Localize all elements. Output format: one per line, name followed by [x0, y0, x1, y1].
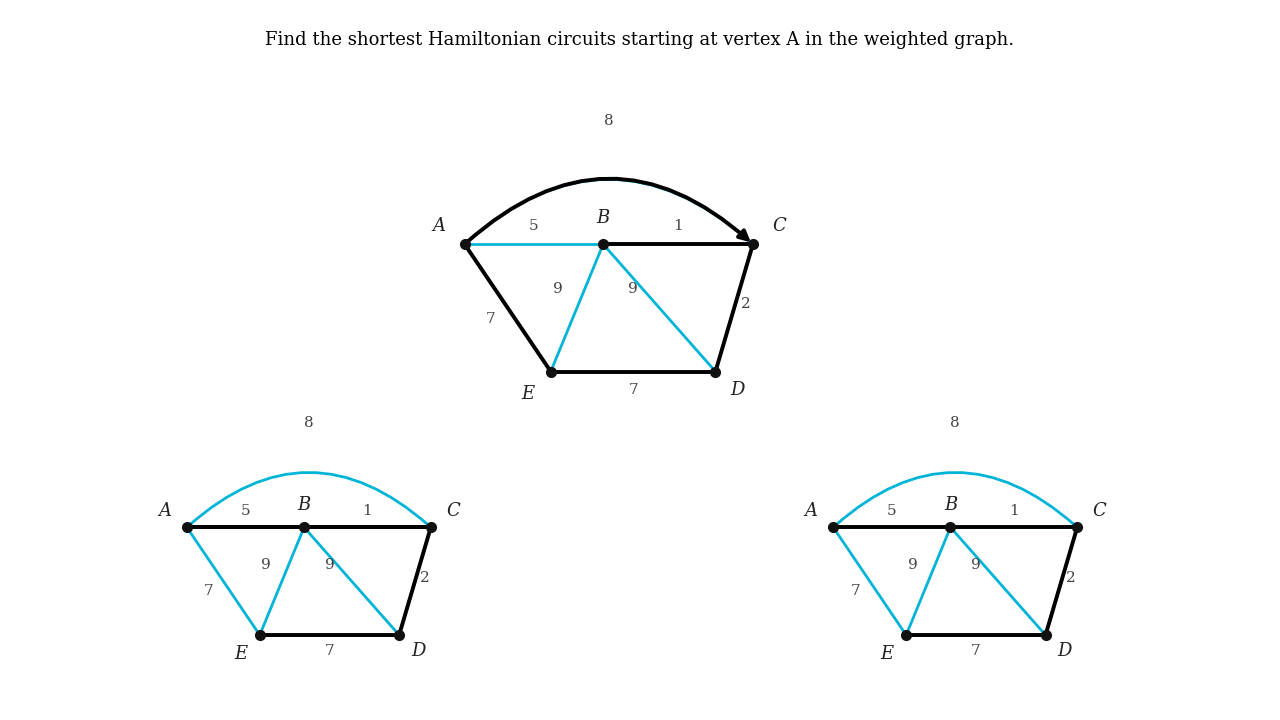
Text: C: C: [1093, 503, 1106, 521]
Text: 7: 7: [628, 383, 637, 397]
Text: 9: 9: [261, 558, 271, 572]
Text: C: C: [772, 217, 786, 235]
Text: 1: 1: [1009, 505, 1019, 518]
Text: 9: 9: [908, 558, 918, 572]
Text: B: B: [596, 209, 609, 227]
Text: 7: 7: [486, 312, 495, 326]
Text: 7: 7: [325, 644, 334, 658]
Text: A: A: [431, 217, 445, 235]
Text: D: D: [411, 642, 425, 660]
Text: B: B: [943, 496, 957, 514]
Text: 2: 2: [741, 297, 750, 311]
Text: E: E: [881, 645, 893, 663]
Text: D: D: [731, 382, 745, 399]
Text: 1: 1: [673, 218, 684, 233]
Text: 9: 9: [972, 558, 980, 572]
Text: A: A: [805, 503, 818, 521]
Text: E: E: [522, 385, 535, 403]
Text: 8: 8: [604, 114, 613, 127]
Text: 7: 7: [972, 644, 980, 658]
Text: Find the shortest Hamiltonian circuits starting at vertex A in the weighted grap: Find the shortest Hamiltonian circuits s…: [265, 30, 1015, 49]
Text: 5: 5: [529, 218, 539, 233]
Text: 2: 2: [1066, 571, 1075, 585]
Text: D: D: [1057, 642, 1071, 660]
Text: 1: 1: [362, 505, 372, 518]
Text: 5: 5: [887, 505, 897, 518]
Text: 9: 9: [553, 282, 563, 296]
Text: 7: 7: [851, 584, 860, 598]
Text: 8: 8: [951, 415, 960, 430]
Text: B: B: [297, 496, 311, 514]
Text: E: E: [234, 645, 247, 663]
Text: 9: 9: [325, 558, 334, 572]
Text: 5: 5: [241, 505, 251, 518]
Text: 8: 8: [305, 415, 314, 430]
Text: 2: 2: [420, 571, 429, 585]
Text: A: A: [159, 503, 172, 521]
Text: 9: 9: [628, 282, 637, 296]
Text: C: C: [447, 503, 460, 521]
Text: 7: 7: [205, 584, 214, 598]
